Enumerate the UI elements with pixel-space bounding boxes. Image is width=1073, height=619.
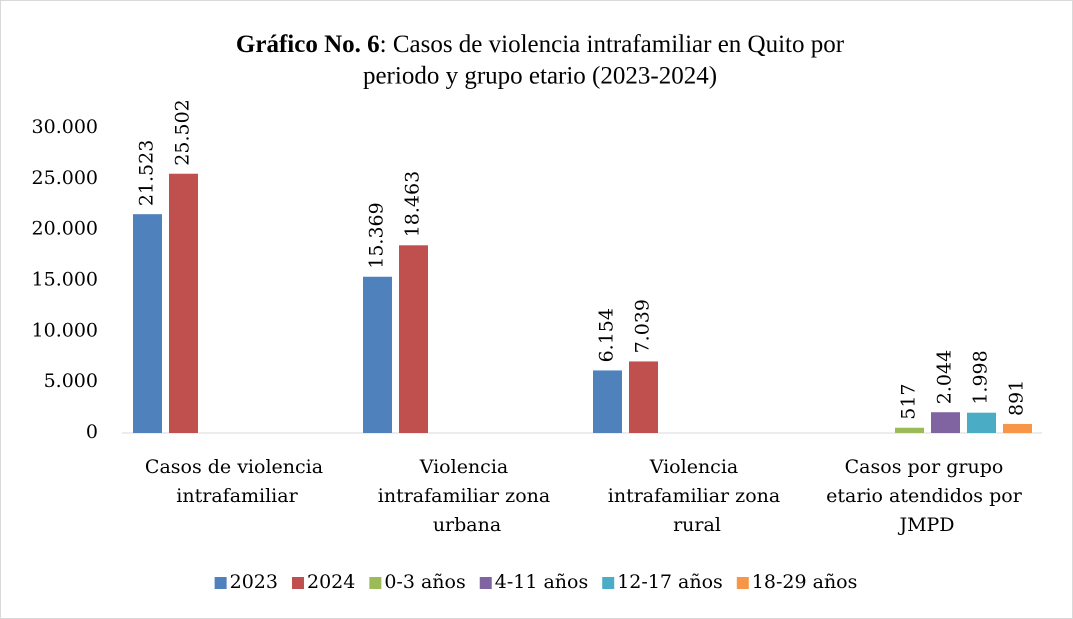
data-label: 1.998 — [970, 350, 992, 404]
x-tick-label-line: intrafamiliar — [176, 485, 298, 507]
legend-label: 2024 — [307, 571, 355, 593]
data-label: 25.502 — [172, 99, 194, 165]
data-label: 18.463 — [402, 171, 424, 237]
bar — [169, 173, 198, 433]
y-tick-label: 10.000 — [32, 319, 98, 341]
legend-swatch — [369, 577, 382, 589]
data-label: 6.154 — [596, 308, 618, 362]
data-label: 2.044 — [934, 350, 956, 404]
legend-swatch — [479, 577, 492, 589]
title-rest: : Casos de violencia intrafamiliar en Qu… — [380, 31, 845, 58]
y-tick-label: 30.000 — [32, 116, 98, 138]
y-tick-label: 20.000 — [32, 218, 98, 240]
legend-swatch — [214, 577, 227, 589]
y-tick-label: 5.000 — [44, 370, 98, 392]
x-tick-label-line: Casos de violencia — [145, 456, 329, 478]
x-tick-label-line: JMPD — [897, 514, 954, 536]
x-tick-label: Violencia intrafamiliar zona rural — [608, 456, 786, 536]
legend-label: 4-11 años — [495, 571, 588, 593]
x-tick-label: Casos por grupo etario atendidos por JMP… — [826, 456, 1028, 536]
data-label: 891 — [1006, 380, 1028, 416]
x-tick-label: Casos de violencia intrafamiliar — [145, 456, 329, 507]
legend-label: 12-17 años — [617, 571, 723, 593]
y-tick-label: 25.000 — [32, 167, 98, 189]
x-tick-label-line: urbana — [433, 514, 501, 536]
legend-label: 18-29 años — [752, 571, 858, 593]
chart-title-line2: periodo y grupo etario (2023-2024) — [363, 63, 717, 90]
y-tick-label: 0 — [86, 421, 98, 443]
bar — [895, 427, 924, 433]
x-tick-label: Violencia intrafamiliar zona urbana — [378, 456, 556, 536]
bar — [133, 214, 162, 433]
y-tick-label: 15.000 — [32, 269, 98, 291]
data-label: 21.523 — [136, 140, 158, 206]
bar — [931, 412, 960, 433]
legend-swatch — [736, 577, 749, 589]
data-label: 7.039 — [632, 299, 654, 353]
x-tick-label-line: rural — [673, 514, 721, 536]
x-tick-label-line: Violencia — [419, 456, 515, 478]
legend: 2023 2024 0-3 años 4-11 años 12-17 años 18-29… — [214, 571, 858, 593]
legend-swatch — [291, 577, 304, 589]
title-bold: Gráfico No. 6 — [236, 31, 380, 58]
x-tick-label-line: intrafamiliar zona — [608, 485, 786, 507]
legend-swatch — [602, 577, 615, 589]
legend-label: 2023 — [230, 571, 278, 593]
bar — [1003, 423, 1032, 433]
bar — [399, 245, 428, 433]
legend-label: 0-3 años — [384, 571, 465, 593]
data-label: 517 — [898, 383, 920, 419]
bar — [363, 276, 392, 433]
data-label: 15.369 — [366, 202, 388, 268]
x-tick-label-line: Casos por grupo — [845, 456, 1010, 478]
bar — [629, 361, 658, 433]
bar — [593, 370, 622, 433]
bar — [967, 412, 996, 433]
x-tick-label-line: Violencia — [649, 456, 745, 478]
x-tick-label-line: etario atendidos por — [826, 485, 1028, 507]
chart-title: Gráfico No. 6: Casos de violencia intraf… — [236, 31, 845, 58]
x-tick-label-line: intrafamiliar zona — [378, 485, 556, 507]
